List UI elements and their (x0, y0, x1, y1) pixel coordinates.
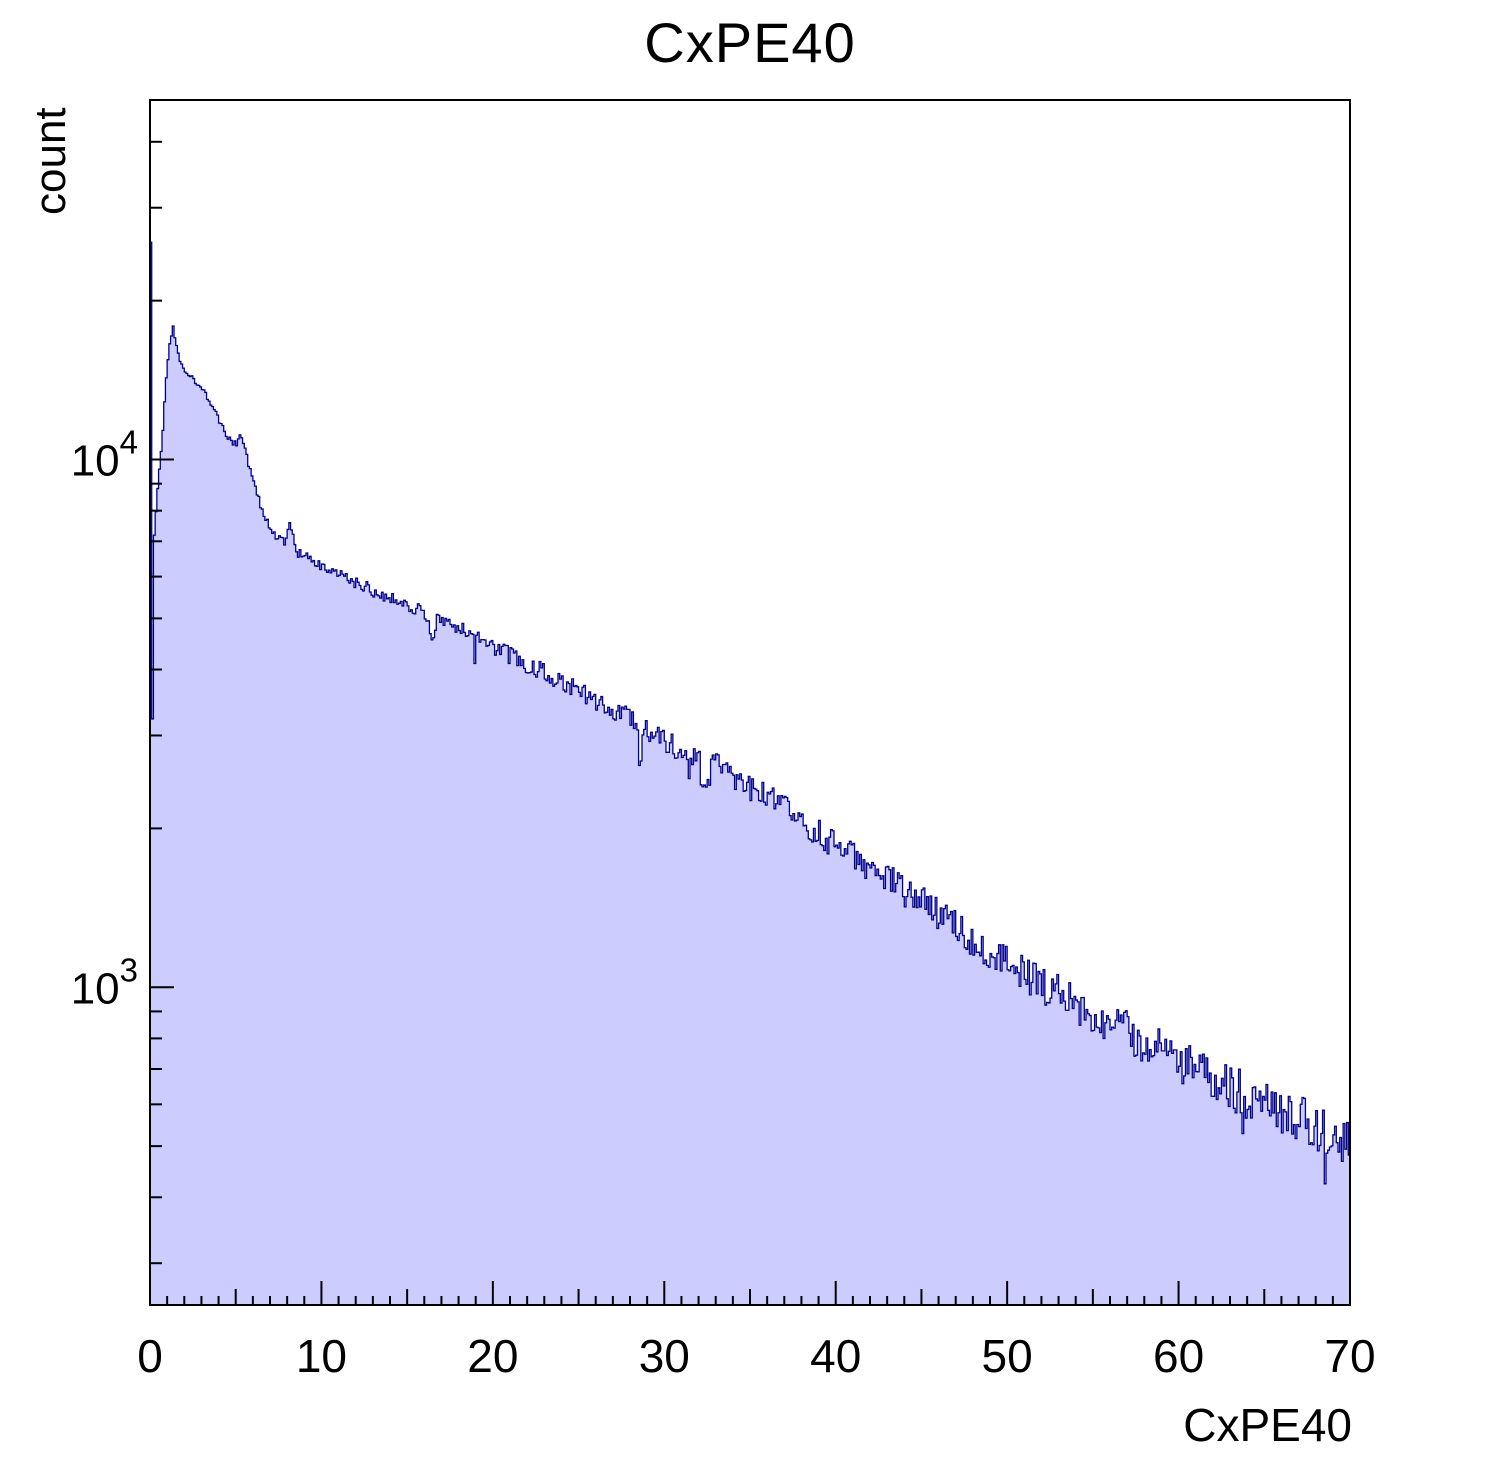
chart-title: CxPE40 (644, 11, 856, 74)
x-tick-label: 10 (296, 1330, 347, 1382)
x-tick-label: 40 (810, 1330, 861, 1382)
x-tick-label: 30 (639, 1330, 690, 1382)
y-tick-labels: 103 104 (71, 424, 138, 1014)
x-tick-label: 70 (1324, 1330, 1375, 1382)
x-tick-labels: 0 10 20 30 40 50 60 70 (137, 1330, 1375, 1382)
x-axis-label: CxPE40 (1183, 1399, 1352, 1451)
x-tick-label: 20 (467, 1330, 518, 1382)
x-tick-label: 60 (1153, 1330, 1204, 1382)
histogram-outline (149, 241, 1351, 1305)
y-tick-label: 104 (71, 424, 138, 486)
x-tick-label: 50 (982, 1330, 1033, 1382)
histogram-fill (150, 242, 1350, 1305)
axis-ticks (149, 140, 1351, 1305)
x-tick-label: 0 (137, 1330, 163, 1382)
y-tick-label: 103 (71, 951, 138, 1013)
